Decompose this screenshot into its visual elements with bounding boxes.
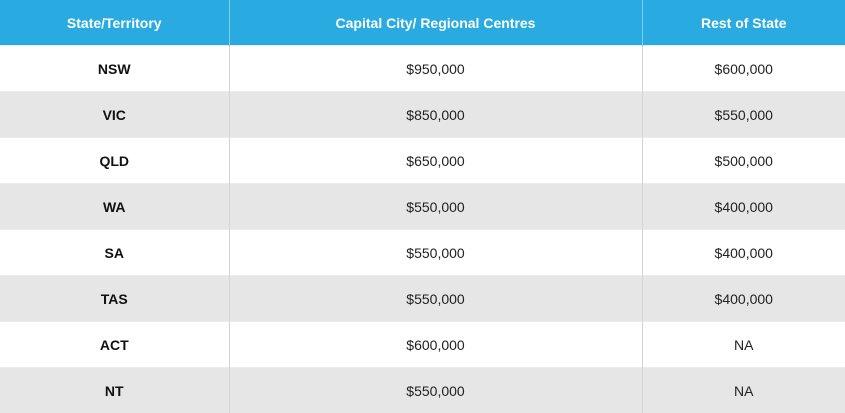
rest-of-state-cell: $550,000 <box>642 92 845 138</box>
state-cell: QLD <box>0 138 229 184</box>
capital-city-cell: $550,000 <box>229 276 642 322</box>
table-body: NSW $950,000 $600,000 VIC $850,000 $550,… <box>0 46 845 413</box>
capital-city-cell: $600,000 <box>229 322 642 368</box>
state-cell: NSW <box>0 46 229 92</box>
table-row: QLD $650,000 $500,000 <box>0 138 845 184</box>
rest-of-state-cell: NA <box>642 322 845 368</box>
table-row: VIC $850,000 $550,000 <box>0 92 845 138</box>
state-cell: VIC <box>0 92 229 138</box>
state-cell: ACT <box>0 322 229 368</box>
rest-of-state-cell: $600,000 <box>642 46 845 92</box>
table-header: State/Territory Capital City/ Regional C… <box>0 0 845 46</box>
rest-of-state-cell: $500,000 <box>642 138 845 184</box>
table-row: NT $550,000 NA <box>0 368 845 413</box>
rest-of-state-cell: $400,000 <box>642 184 845 230</box>
table-row: ACT $600,000 NA <box>0 322 845 368</box>
capital-city-cell: $550,000 <box>229 184 642 230</box>
table-row: SA $550,000 $400,000 <box>0 230 845 276</box>
table-row: NSW $950,000 $600,000 <box>0 46 845 92</box>
state-cell: NT <box>0 368 229 413</box>
capital-city-cell: $550,000 <box>229 230 642 276</box>
header-rest-of-state: Rest of State <box>642 0 845 46</box>
capital-city-cell: $950,000 <box>229 46 642 92</box>
state-cell: SA <box>0 230 229 276</box>
capital-city-cell: $650,000 <box>229 138 642 184</box>
header-capital-city: Capital City/ Regional Centres <box>229 0 642 46</box>
state-cell: WA <box>0 184 229 230</box>
rest-of-state-cell: $400,000 <box>642 230 845 276</box>
rest-of-state-cell: $400,000 <box>642 276 845 322</box>
state-cell: TAS <box>0 276 229 322</box>
table-row: WA $550,000 $400,000 <box>0 184 845 230</box>
header-state-territory: State/Territory <box>0 0 229 46</box>
capital-city-cell: $850,000 <box>229 92 642 138</box>
header-row: State/Territory Capital City/ Regional C… <box>0 0 845 46</box>
table-row: TAS $550,000 $400,000 <box>0 276 845 322</box>
capital-city-cell: $550,000 <box>229 368 642 413</box>
rest-of-state-cell: NA <box>642 368 845 413</box>
